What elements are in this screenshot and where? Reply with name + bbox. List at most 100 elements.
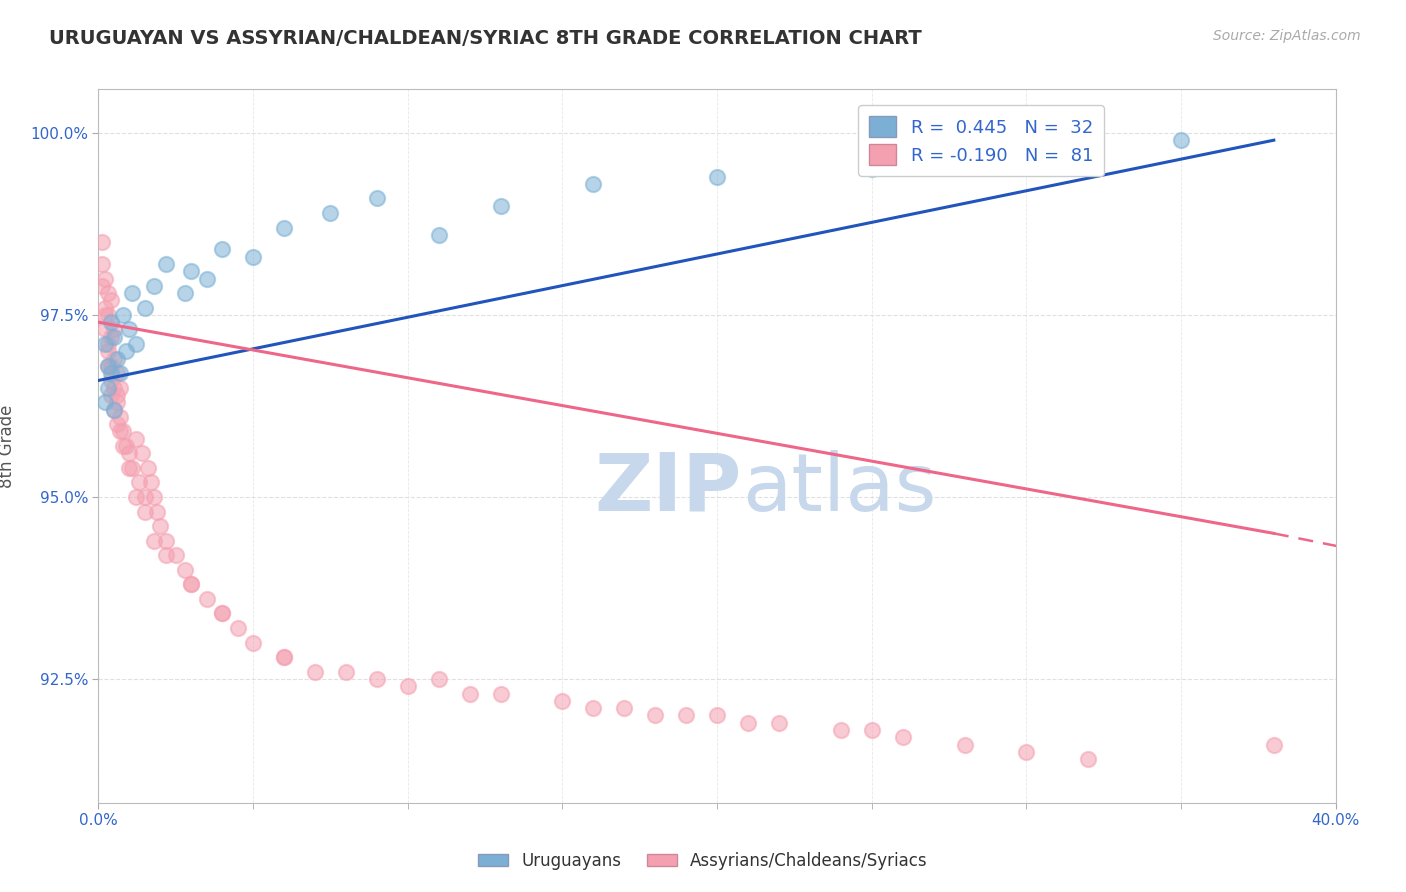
Point bbox=[143, 533, 166, 548]
Point bbox=[97, 337, 120, 351]
Legend: Uruguayans, Assyrians/Chaldeans/Syriacs: Uruguayans, Assyrians/Chaldeans/Syriacs bbox=[471, 846, 935, 877]
Point bbox=[860, 162, 883, 177]
Point bbox=[180, 577, 202, 591]
Point bbox=[134, 490, 156, 504]
Point bbox=[103, 330, 125, 344]
Point bbox=[139, 475, 162, 490]
Point bbox=[121, 286, 143, 301]
Point bbox=[100, 330, 122, 344]
Point bbox=[675, 708, 697, 723]
Point bbox=[489, 687, 512, 701]
Point bbox=[112, 425, 135, 439]
Point bbox=[93, 308, 115, 322]
Point bbox=[93, 395, 115, 409]
Point bbox=[115, 439, 138, 453]
Point bbox=[103, 351, 125, 366]
Point bbox=[149, 519, 172, 533]
Point bbox=[1015, 745, 1038, 759]
Point bbox=[489, 199, 512, 213]
Point bbox=[100, 293, 122, 308]
Point bbox=[143, 278, 166, 293]
Point bbox=[1170, 133, 1192, 147]
Point bbox=[143, 490, 166, 504]
Point bbox=[93, 301, 115, 315]
Point bbox=[551, 694, 574, 708]
Point bbox=[195, 271, 218, 285]
Point bbox=[93, 322, 115, 336]
Point bbox=[103, 402, 125, 417]
Point bbox=[582, 701, 605, 715]
Point bbox=[100, 388, 122, 402]
Point bbox=[134, 301, 156, 315]
Point bbox=[90, 278, 112, 293]
Point bbox=[134, 504, 156, 518]
Legend: R =  0.445   N =  32, R = -0.190   N =  81: R = 0.445 N = 32, R = -0.190 N = 81 bbox=[859, 105, 1104, 176]
Point bbox=[100, 315, 122, 329]
Point bbox=[112, 308, 135, 322]
Point bbox=[93, 337, 115, 351]
Point bbox=[180, 577, 202, 591]
Point bbox=[118, 446, 141, 460]
Point bbox=[97, 359, 120, 373]
Text: URUGUAYAN VS ASSYRIAN/CHALDEAN/SYRIAC 8TH GRADE CORRELATION CHART: URUGUAYAN VS ASSYRIAN/CHALDEAN/SYRIAC 8T… bbox=[49, 29, 922, 47]
Point bbox=[211, 607, 233, 621]
Y-axis label: 8th Grade: 8th Grade bbox=[0, 404, 15, 488]
Point bbox=[860, 723, 883, 737]
Point bbox=[582, 177, 605, 191]
Point bbox=[105, 417, 128, 432]
Point bbox=[90, 257, 112, 271]
Point bbox=[458, 687, 481, 701]
Point bbox=[97, 286, 120, 301]
Point bbox=[366, 672, 388, 686]
Point bbox=[108, 409, 131, 424]
Point bbox=[97, 359, 120, 373]
Text: Source: ZipAtlas.com: Source: ZipAtlas.com bbox=[1213, 29, 1361, 43]
Point bbox=[100, 359, 122, 373]
Point bbox=[644, 708, 666, 723]
Point bbox=[131, 446, 153, 460]
Point bbox=[242, 250, 264, 264]
Point bbox=[103, 402, 125, 417]
Point bbox=[97, 308, 120, 322]
Point bbox=[953, 738, 976, 752]
Point bbox=[90, 235, 112, 249]
Point bbox=[273, 650, 295, 665]
Point bbox=[93, 271, 115, 285]
Point bbox=[115, 344, 138, 359]
Point bbox=[180, 264, 202, 278]
Point bbox=[366, 191, 388, 205]
Point bbox=[105, 395, 128, 409]
Point bbox=[174, 563, 197, 577]
Point bbox=[118, 460, 141, 475]
Point bbox=[128, 475, 150, 490]
Point bbox=[108, 425, 131, 439]
Point bbox=[706, 169, 728, 184]
Point bbox=[174, 286, 197, 301]
Point bbox=[103, 322, 125, 336]
Point bbox=[335, 665, 357, 679]
Point bbox=[124, 432, 146, 446]
Point bbox=[155, 533, 177, 548]
Point bbox=[100, 374, 122, 388]
Point bbox=[105, 351, 128, 366]
Point bbox=[121, 460, 143, 475]
Point bbox=[103, 381, 125, 395]
Point bbox=[211, 243, 233, 257]
Point bbox=[146, 504, 169, 518]
Point bbox=[105, 366, 128, 380]
Point bbox=[891, 731, 914, 745]
Point bbox=[97, 381, 120, 395]
Point bbox=[613, 701, 636, 715]
Point bbox=[830, 723, 852, 737]
Point bbox=[195, 591, 218, 606]
Text: ZIP: ZIP bbox=[595, 450, 742, 528]
Point bbox=[155, 257, 177, 271]
Point bbox=[112, 439, 135, 453]
Point bbox=[136, 460, 159, 475]
Point bbox=[108, 366, 131, 380]
Point bbox=[273, 220, 295, 235]
Point bbox=[1263, 738, 1285, 752]
Point bbox=[427, 227, 450, 242]
Point bbox=[226, 621, 249, 635]
Point bbox=[706, 708, 728, 723]
